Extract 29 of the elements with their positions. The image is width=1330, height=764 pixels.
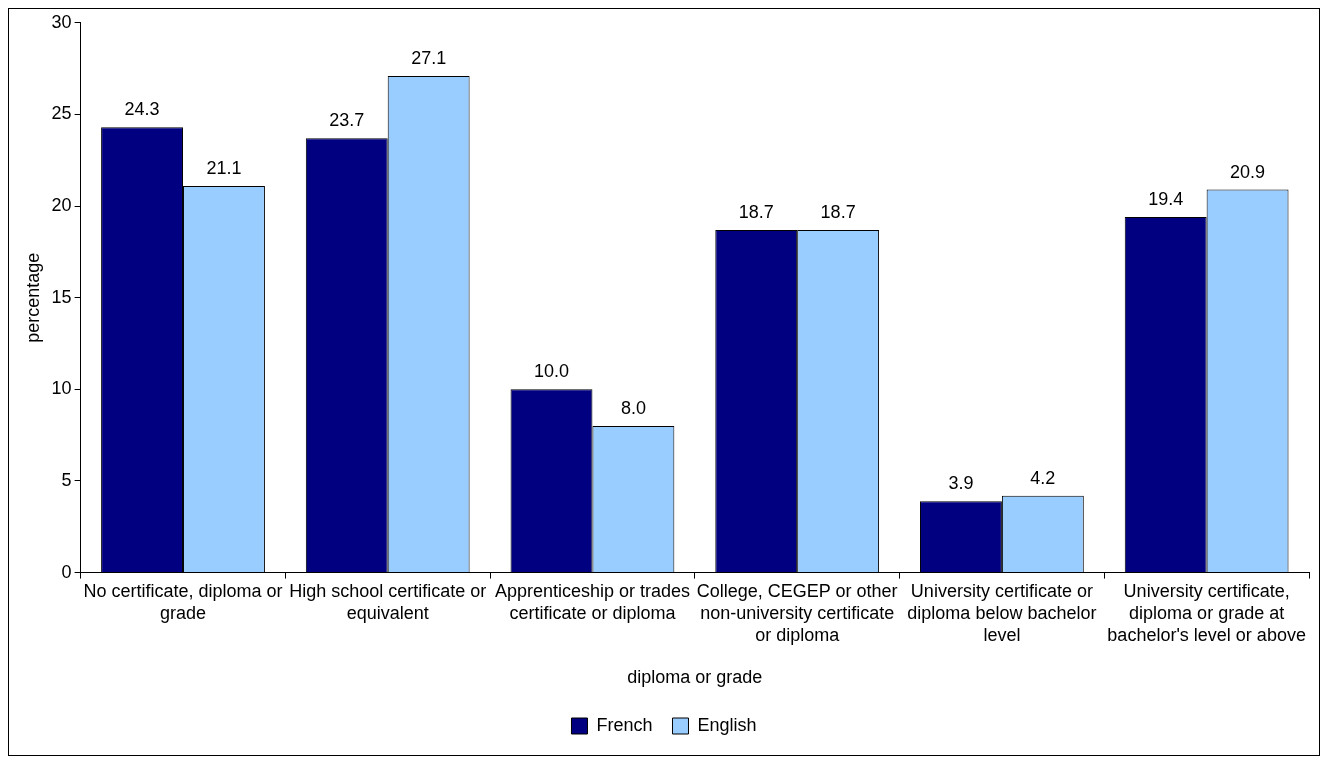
y-tick-label: 15 <box>51 286 72 307</box>
y-tick-label: 10 <box>51 378 72 399</box>
data-label: 4.2 <box>1030 467 1056 488</box>
data-label: 23.7 <box>329 110 365 131</box>
y-tick-label: 5 <box>61 469 72 490</box>
data-label: 10.0 <box>533 361 570 382</box>
data-label: 3.9 <box>948 473 974 494</box>
y-axis-title: percentage <box>22 252 43 343</box>
y-tick-label: 20 <box>51 195 72 216</box>
legend-label: English <box>697 714 757 735</box>
x-tick-label: University certificate or diploma below bachelor level <box>907 581 1097 645</box>
x-tick-label: College, CEGEP or other non-university certificate or diploma <box>696 581 898 645</box>
x-tick-label: No certificate, diploma or grade <box>83 581 283 623</box>
data-label: 21.1 <box>206 157 242 178</box>
x-tick-label: High school certificate or equivalent <box>289 581 487 623</box>
x-tick-label: University certificate, diploma or grade at bachelor's level or above <box>1107 581 1306 645</box>
data-label: 18.7 <box>820 201 856 222</box>
data-label: 24.3 <box>124 99 160 120</box>
data-label: 27.1 <box>411 47 447 68</box>
x-axis-title: diploma or grade <box>627 667 763 688</box>
y-tick-label: 25 <box>51 103 72 124</box>
legend-label: French <box>596 714 653 735</box>
y-tick-label: 0 <box>61 561 72 582</box>
x-tick-label: Apprenticeship or trades certificate or diploma <box>494 581 690 623</box>
y-tick-label: 30 <box>51 11 72 32</box>
data-label: 20.9 <box>1230 161 1266 182</box>
data-label: 19.4 <box>1148 189 1184 210</box>
data-label: 8.0 <box>620 397 646 418</box>
data-label: 18.7 <box>738 201 774 222</box>
